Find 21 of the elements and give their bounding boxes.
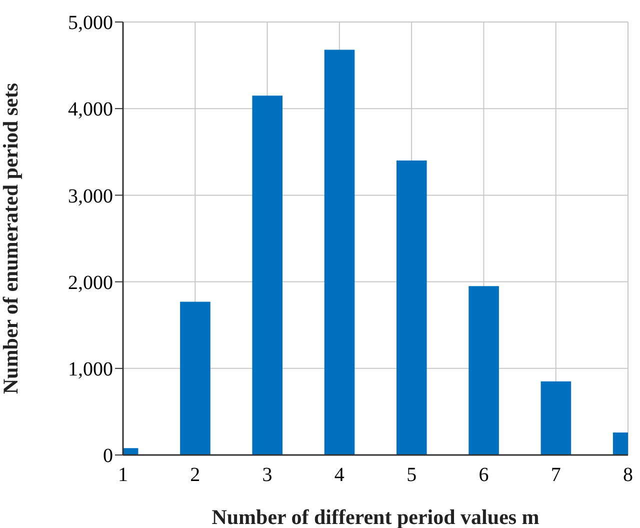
x-tick-label: 3 xyxy=(262,464,272,486)
y-tick-label: 4,000 xyxy=(68,98,113,121)
bar xyxy=(252,96,283,455)
y-tick-label: 0 xyxy=(103,445,113,468)
x-tick-label: 8 xyxy=(623,464,633,486)
x-tick-label: 2 xyxy=(190,464,200,486)
x-tick-label: 4 xyxy=(334,464,344,486)
x-tick-label: 5 xyxy=(406,464,417,486)
x-tick-label: 6 xyxy=(478,464,489,486)
bar xyxy=(396,160,427,455)
bar xyxy=(468,286,499,455)
bar xyxy=(324,50,355,455)
bar xyxy=(180,302,210,455)
x-tick-label: 7 xyxy=(550,464,561,486)
x-tick-label: 1 xyxy=(118,464,128,486)
y-tick-label: 5,000 xyxy=(68,12,113,34)
y-tick-label: 2,000 xyxy=(68,272,113,294)
y-tick-label: 1,000 xyxy=(68,358,113,380)
y-tick-label: 3,000 xyxy=(68,185,113,208)
bar xyxy=(540,381,572,455)
y-axis-title: Number of enumerated period sets xyxy=(0,82,22,394)
